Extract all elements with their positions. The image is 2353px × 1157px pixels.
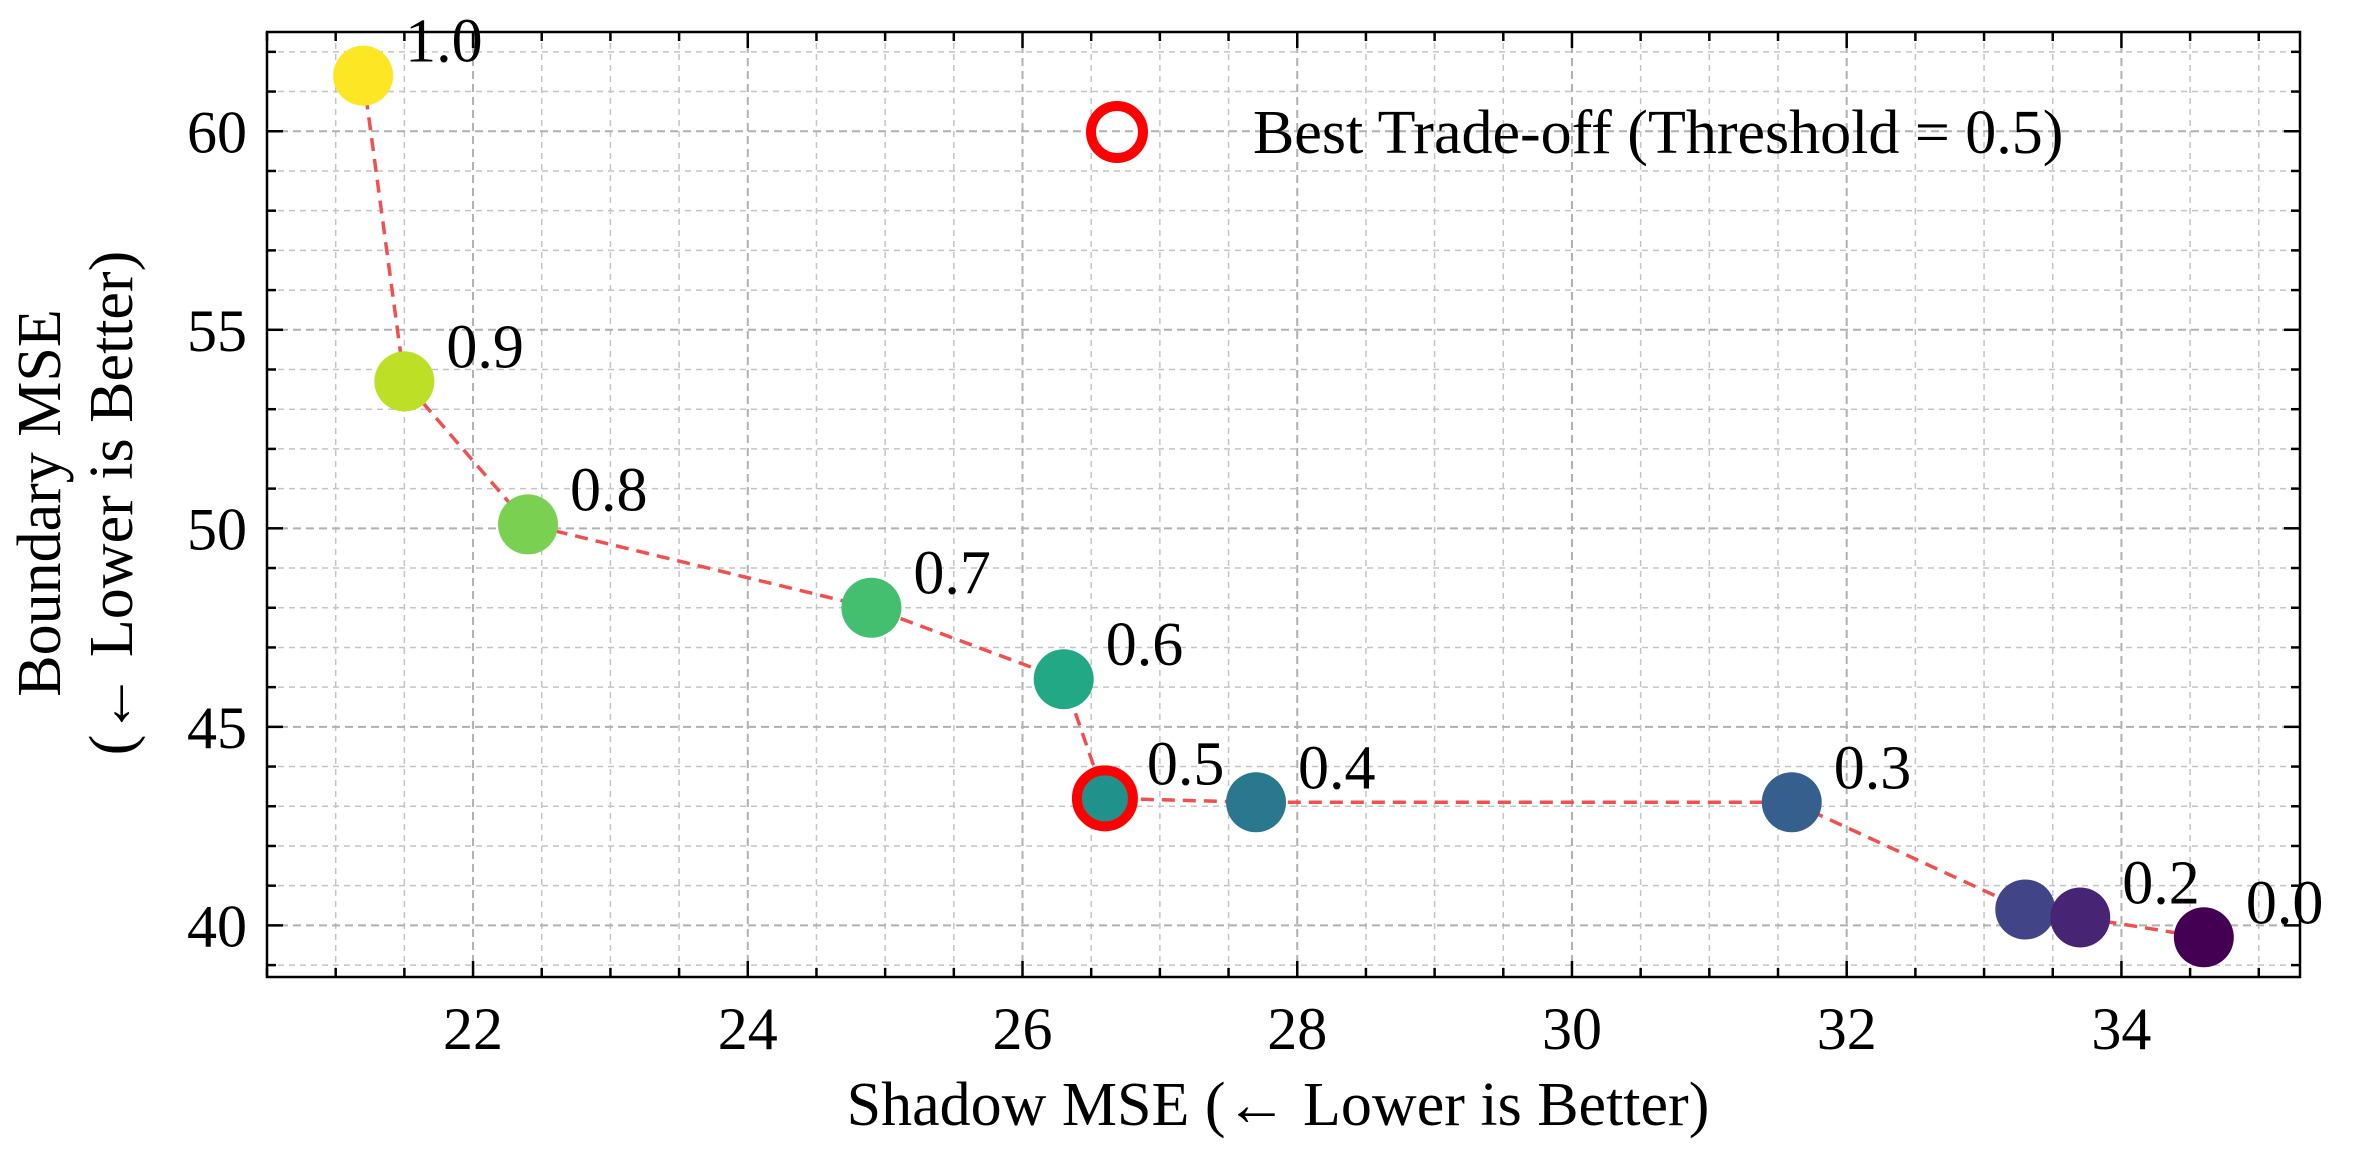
x-tick-label: 30 [1542,996,1602,1062]
data-point [1761,772,1822,833]
point-labels: 1.0 0.9 0.8 0.7 0.6 0.5 0.4 0.3 0.2 0.0 [405,8,2323,938]
x-tick-label: 34 [2091,996,2151,1062]
point-label: 0.5 [1147,730,1225,798]
y-tick-label: 55 [187,298,247,364]
point-label: 0.9 [446,313,524,381]
point-label: 0.7 [913,540,991,608]
x-tick-label: 26 [993,996,1053,1062]
point-label: 0.0 [2246,869,2324,937]
point-label: 0.8 [570,456,648,524]
point-label: 1.0 [405,8,483,76]
y-tick-label: 50 [187,496,247,562]
y-axis-title-line-2: (← Lower is Better) [78,251,146,755]
grid [266,32,2300,977]
point-label: 0.4 [1298,734,1376,802]
data-point [374,351,435,412]
legend-marker [1086,101,1148,163]
data-point [841,577,902,638]
data-point [497,494,558,555]
y-tick-label: 60 [187,99,247,165]
data-point [1995,879,2056,940]
x-tick-label: 28 [1267,996,1327,1062]
legend-label: Best Trade-off (Threshold = 0.5) [1253,99,2063,167]
point-label: 0.6 [1106,611,1184,679]
data-point [333,45,394,106]
point-label: 0.3 [1834,734,1912,802]
x-tick-label: 22 [443,996,503,1062]
x-tick-label: 32 [1817,996,1877,1062]
data-point [1074,768,1135,829]
x-tick-label: 24 [718,996,778,1062]
x-axis-title: Shadow MSE (← Lower is Better) [847,1071,1710,1139]
y-axis-title-line-1: Boundary MSE [6,309,74,697]
y-tick-label: 45 [187,695,247,761]
best-tradeoff-marker [1071,765,1138,832]
data-point [1226,772,1287,833]
points [333,45,2234,968]
point-label: 0.2 [2122,849,2200,917]
data-point [1033,649,1094,710]
y-tick-label: 40 [187,893,247,959]
data-point [2050,887,2111,948]
legend: Best Trade-off (Threshold = 0.5) [1086,99,2063,167]
data-point [2173,907,2234,968]
ticks: 22 24 26 28 30 32 34 40 45 50 55 60 [187,32,2300,1062]
plot-frame [265,30,2302,979]
